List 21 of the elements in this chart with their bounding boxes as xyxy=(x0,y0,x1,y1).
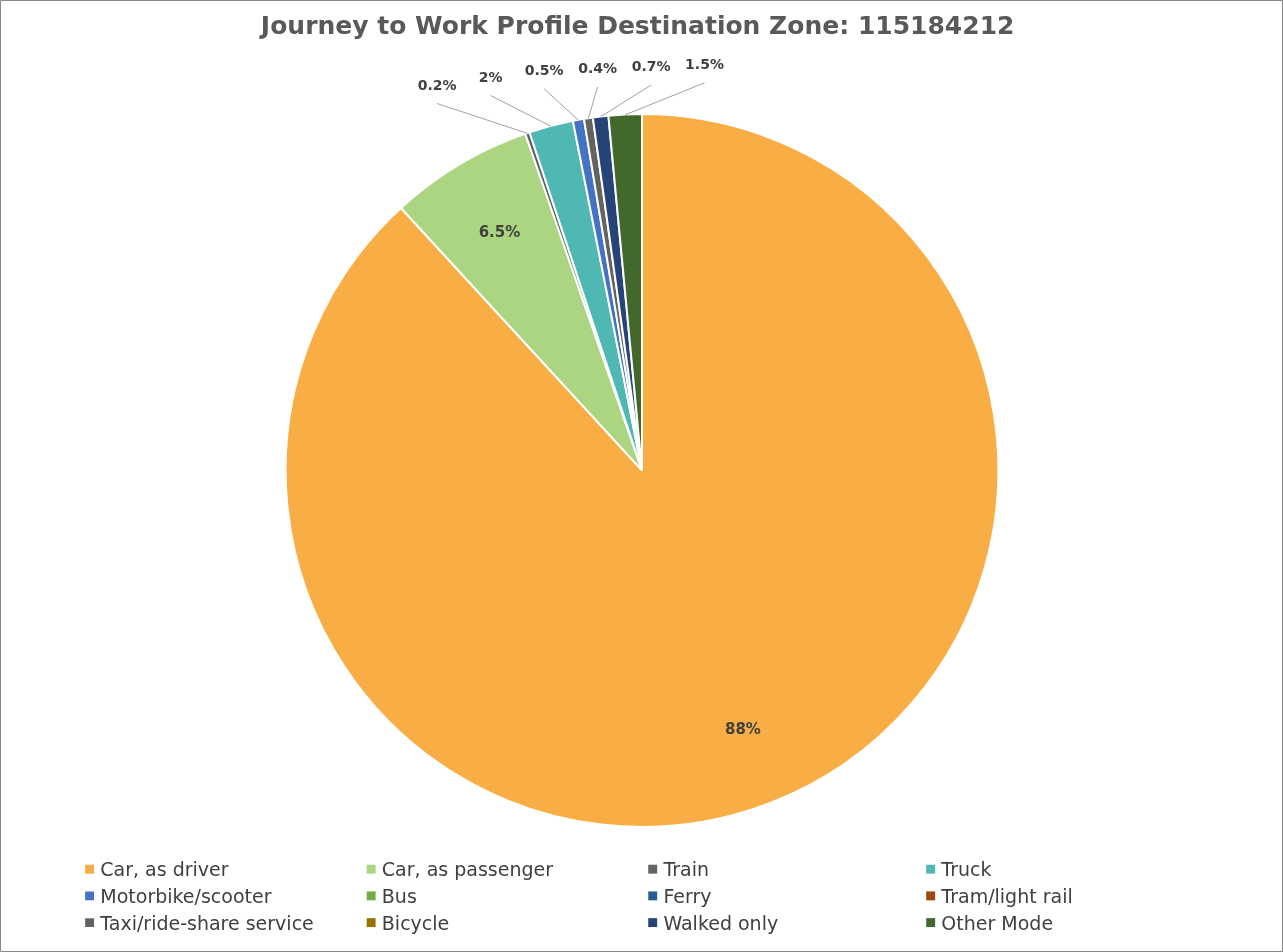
data-label: 0.2% xyxy=(417,76,457,93)
data-label: 0.4% xyxy=(578,60,618,77)
legend-label: Taxi/ride-share service xyxy=(99,911,314,934)
legend-label: Train xyxy=(662,858,709,881)
data-label: 0.7% xyxy=(631,58,671,75)
legend-label: Car, as driver xyxy=(100,858,229,881)
data-label: 2% xyxy=(478,68,503,85)
legend-label: Tram/light rail xyxy=(940,884,1073,907)
legend-label: Motorbike/scooter xyxy=(100,884,272,907)
legend-label: Walked only xyxy=(663,911,779,934)
legend-label: Ferry xyxy=(663,884,712,907)
legend-label: Truck xyxy=(940,858,992,881)
data-label: 6.5% xyxy=(478,223,521,242)
legend-label: Car, as passenger xyxy=(381,858,554,881)
data-label: 0.5% xyxy=(524,62,564,79)
data-label: 88% xyxy=(724,720,761,739)
legend-label: Other Mode xyxy=(941,911,1054,934)
chart-title: Journey to Work Profile Destination Zone: 115184212 xyxy=(258,10,1015,40)
legend-label: Bus xyxy=(381,884,417,907)
legend-label: Bicycle xyxy=(381,911,450,934)
data-label: 1.5% xyxy=(685,56,724,73)
